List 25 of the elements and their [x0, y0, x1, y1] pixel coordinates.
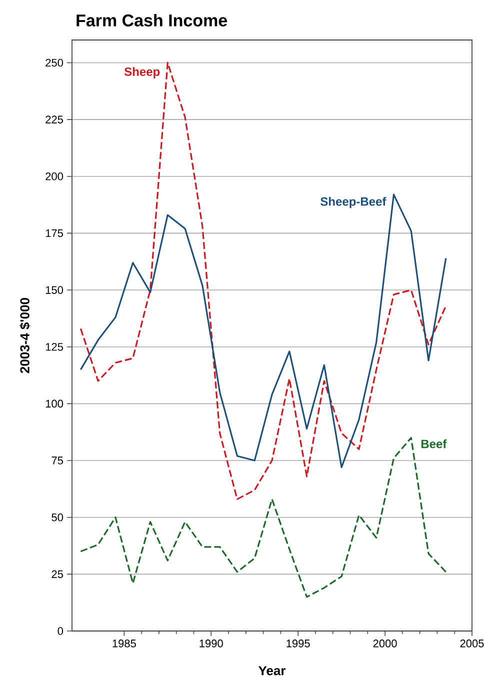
- x-tick-label: 1985: [112, 640, 136, 648]
- y-tick-label: 50: [52, 513, 64, 522]
- line-series: [80, 436, 447, 598]
- series-label: Beef: [421, 439, 447, 448]
- y-tick-label: 125: [46, 342, 63, 351]
- y-tick-label: 100: [46, 400, 64, 408]
- y-tick-label: 25: [52, 570, 63, 578]
- x-axis-title: Year: [258, 666, 286, 676]
- y-tick-label: 0: [58, 627, 64, 635]
- line-series: [80, 62, 447, 500]
- x-tick-label: 2000: [373, 640, 397, 648]
- y-tick-label: 150: [46, 286, 64, 294]
- chart-title: Farm Cash Income: [76, 14, 228, 26]
- y-tick-label: 250: [46, 58, 64, 67]
- y-tick-label: 200: [46, 172, 64, 180]
- y-axis-title: 2003-4 $'000: [20, 298, 30, 374]
- series-label: Sheep-Beef: [320, 196, 386, 208]
- y-tick-label: 75: [52, 456, 63, 464]
- y-tick-label: 175: [46, 229, 63, 238]
- x-tick-label: 1990: [200, 640, 223, 648]
- y-tick-label: 225: [46, 116, 63, 124]
- series-label: Sheep: [124, 67, 160, 78]
- x-tick-label: 1995: [286, 640, 310, 648]
- line-series: [80, 194, 447, 468]
- x-tick-label: 2005: [460, 640, 484, 648]
